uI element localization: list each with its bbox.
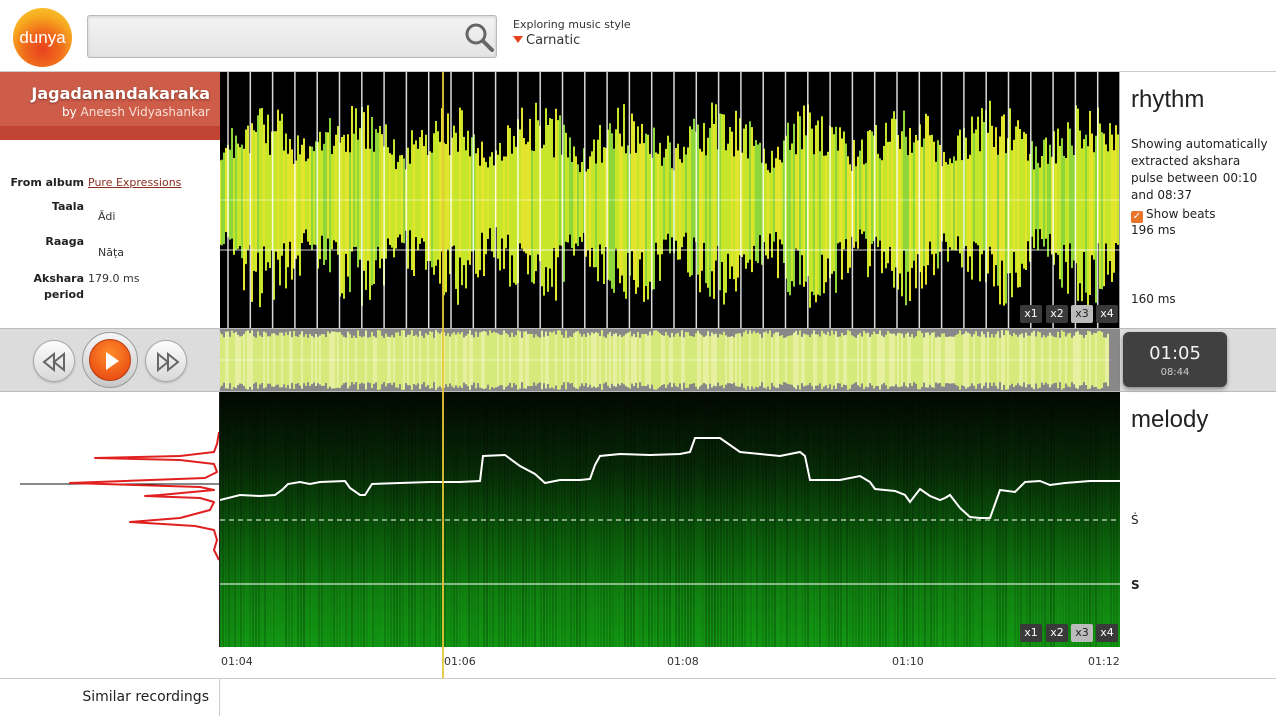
recording-title-banner: Jagadanandakaraka by Aneesh Vidyashankar — [0, 72, 220, 140]
timeline-tick: 01:06 — [444, 655, 476, 668]
show-beats-label: Show beats — [1146, 207, 1216, 221]
rhythm-zoom-x4[interactable]: x4 — [1096, 305, 1118, 323]
checkbox-check-icon: ✓ — [1131, 211, 1143, 223]
timeline-tick: 01:04 — [221, 655, 253, 668]
akshara-value: 179.0 ms — [88, 272, 140, 285]
rhythm-waveform-panel[interactable]: x1 x2 x3 x4 — [220, 72, 1120, 328]
dunya-logo[interactable]: dunya — [13, 8, 72, 67]
rhythm-zoom-x3[interactable]: x3 — [1071, 305, 1093, 323]
total-time: 08:44 — [1160, 367, 1190, 378]
svara-upper-sa: Ṡ — [1131, 513, 1139, 527]
fast-forward-icon — [157, 351, 180, 373]
rewind-icon — [42, 351, 65, 373]
rhythm-waveform — [220, 72, 1120, 328]
style-label: Exploring music style — [513, 18, 631, 31]
logo-text: dunya — [19, 28, 66, 47]
histogram-axis — [219, 392, 220, 647]
music-style-dropdown[interactable]: Carnatic — [513, 33, 580, 48]
svara-lower-sa: S — [1131, 578, 1140, 592]
melody-pitch-contour — [220, 392, 1120, 647]
rewind-button[interactable] — [33, 340, 75, 382]
bottom-bar — [0, 678, 1276, 716]
rhythm-zoom-x2[interactable]: x2 — [1046, 305, 1068, 323]
top-header: dunya Exploring music style Carnatic — [0, 0, 1276, 72]
time-display: 01:05 08:44 — [1123, 332, 1227, 387]
album-link[interactable]: Pure Expressions — [88, 176, 182, 189]
melody-zoom-x2[interactable]: x2 — [1046, 624, 1068, 642]
artist-link[interactable]: Aneesh Vidyashankar — [80, 105, 210, 119]
play-button[interactable] — [82, 332, 138, 388]
raaga-value: Nāṭa — [98, 246, 125, 259]
melody-title: melody — [1131, 406, 1209, 433]
melody-pitch-panel[interactable]: x1 x2 x3 x4 — [220, 392, 1120, 647]
taala-label: Taala — [51, 200, 84, 213]
fast-forward-button[interactable] — [145, 340, 187, 382]
timeline-tick: 01:10 — [892, 655, 924, 668]
akshara-label: Akshara period — [33, 272, 84, 301]
rhythm-description: Showing automatically extracted akshara … — [1131, 137, 1268, 202]
similar-recordings-tab[interactable]: Similar recordings — [0, 678, 220, 716]
album-label: From album — [10, 176, 84, 189]
search-icon[interactable] — [462, 20, 496, 54]
timeline-tick: 01:12 — [1088, 655, 1120, 668]
taala-value: Ādi — [98, 210, 116, 223]
rhythm-zoom-x1[interactable]: x1 — [1020, 305, 1042, 323]
search-input[interactable] — [87, 15, 497, 58]
pitch-histogram-curve — [20, 431, 220, 561]
current-time: 01:05 — [1149, 343, 1201, 364]
rhythm-title: rhythm — [1131, 86, 1205, 113]
melody-zoom-x1[interactable]: x1 — [1020, 624, 1042, 642]
by-prefix: by — [62, 105, 77, 119]
rhythm-top-value: 196 ms — [1131, 223, 1176, 237]
dropdown-triangle-icon — [513, 36, 523, 43]
recording-artist-line: by Aneesh Vidyashankar — [62, 105, 210, 119]
rhythm-bottom-value: 160 ms — [1131, 292, 1176, 306]
overview-waveform-scrubber[interactable] — [220, 329, 1120, 391]
recording-title: Jagadanandakaraka — [31, 84, 210, 103]
melody-zoom-x4[interactable]: x4 — [1096, 624, 1118, 642]
album-value: Pure Expressions — [88, 176, 181, 189]
pitch-histogram — [0, 392, 220, 647]
raaga-label: Raaga — [45, 235, 84, 248]
music-style-value: Carnatic — [526, 33, 581, 48]
show-beats-checkbox[interactable]: ✓ Show beats — [1131, 207, 1216, 223]
overview-waveform — [220, 330, 1110, 390]
banner-stripe — [0, 126, 220, 140]
timeline-tick: 01:08 — [667, 655, 699, 668]
melody-zoom-x3[interactable]: x3 — [1071, 624, 1093, 642]
play-icon — [106, 352, 119, 370]
